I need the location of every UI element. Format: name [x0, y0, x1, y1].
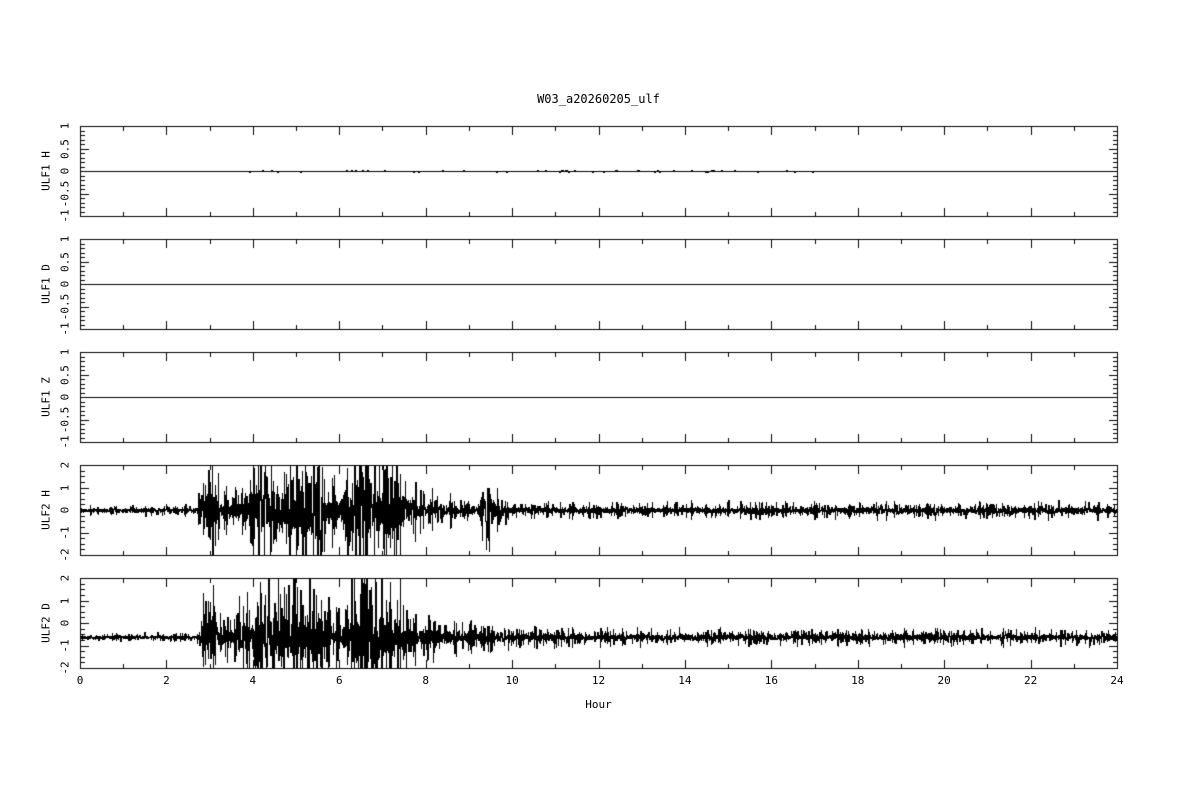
y-tick-label: -1 [58, 638, 72, 653]
y-tick-label: -0.5 [58, 180, 72, 207]
y-tick-label: 0.5 [58, 251, 72, 272]
x-tick-label: 20 [937, 674, 951, 687]
x-tick-label: 12 [591, 674, 606, 687]
y-tick-label: 0 [58, 506, 72, 514]
x-tick-label: 16 [764, 674, 778, 687]
y-tick-label: -0.5 [58, 406, 72, 433]
y-tick-label: -1 [58, 435, 72, 449]
x-tick-label: 4 [249, 674, 257, 687]
y-tick-label: -2 [58, 548, 72, 562]
chart-title: W03_a20260205_ulf [537, 92, 660, 106]
x-tick-label: 0 [76, 674, 84, 687]
y-tick-label: -0.5 [58, 293, 72, 320]
y-tick-label: -1 [58, 209, 72, 223]
y-tick-label: 1 [58, 348, 72, 356]
y-tick-label: 0 [58, 619, 72, 627]
x-tick-label: 10 [505, 674, 519, 687]
x-tick-label: 8 [422, 674, 429, 687]
y-tick-label: 0 [58, 393, 72, 401]
x-tick-label: 2 [163, 674, 170, 687]
x-tick-label: 6 [335, 674, 343, 687]
y-axis-label: ULF2 H [39, 490, 53, 530]
y-tick-label: 0.5 [58, 138, 72, 159]
y-axis-label: ULF1 D [39, 264, 53, 304]
y-axis-label: ULF2 D [39, 603, 53, 643]
y-tick-label: 0.5 [58, 364, 72, 385]
y-tick-label: 0 [58, 167, 72, 175]
y-tick-label: -1 [58, 322, 72, 336]
y-tick-label: 2 [58, 461, 72, 469]
y-tick-label: 1 [58, 235, 72, 243]
x-axis-label: Hour [585, 698, 612, 711]
x-tick-label: 22 [1023, 674, 1038, 687]
y-tick-label: -1 [58, 525, 72, 540]
y-tick-label: 1 [58, 597, 72, 604]
x-tick-label: 18 [851, 674, 865, 687]
y-tick-label: 0 [58, 280, 72, 288]
y-tick-label: 1 [58, 484, 72, 491]
y-axis-label: ULF1 Z [39, 377, 53, 417]
x-tick-label: 14 [678, 674, 692, 687]
y-tick-label: -2 [58, 661, 72, 675]
x-tick-label: 24 [1110, 674, 1124, 687]
y-tick-label: 2 [58, 574, 72, 582]
y-axis-label: ULF1 H [39, 151, 53, 191]
y-tick-label: 1 [58, 122, 72, 130]
